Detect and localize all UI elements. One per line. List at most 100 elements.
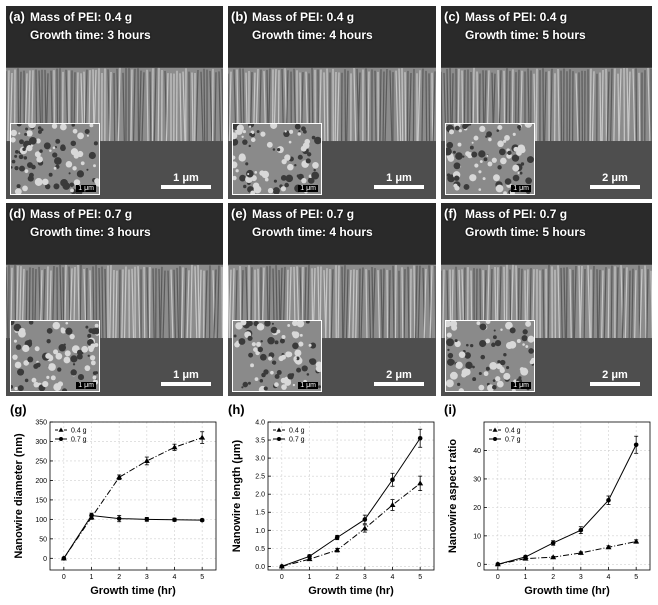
x-tick-label: 2 xyxy=(335,574,339,581)
x-tick-label: 1 xyxy=(90,574,94,581)
data-point xyxy=(117,516,122,521)
data-point xyxy=(200,518,205,523)
x-tick-label: 2 xyxy=(117,574,121,581)
growth-time-label: Growth time: 5 hours xyxy=(465,28,586,42)
scale-bar: 1 μm xyxy=(374,172,424,189)
plot-frame xyxy=(484,422,650,570)
pei-mass-label: Mass of PEI: 0.7 g xyxy=(30,207,132,221)
data-point xyxy=(89,513,94,518)
x-tick-label: 4 xyxy=(607,574,611,581)
legend-marker xyxy=(277,437,281,441)
scale-bar: 2 μm xyxy=(590,172,640,189)
y-tick-label: 0 xyxy=(43,556,47,563)
pei-mass-label: Mass of PEI: 0.4 g xyxy=(252,10,354,24)
data-point xyxy=(172,444,178,449)
panel-label: (b) xyxy=(231,9,248,24)
top-view-inset: 1 μm xyxy=(445,320,535,392)
legend-label: 0.7 g xyxy=(71,437,87,444)
legend-marker xyxy=(493,428,498,432)
pei-mass-label: Mass of PEI: 0.7 g xyxy=(252,207,354,221)
panel-label: (c) xyxy=(444,9,460,24)
legend-marker xyxy=(493,437,497,441)
legend-label: 0.4 g xyxy=(71,428,87,435)
inset-scale-bar: 1 μm xyxy=(511,185,531,192)
y-tick-label: 250 xyxy=(35,458,47,465)
legend-label: 0.7 g xyxy=(505,437,521,444)
y-tick-label: 50 xyxy=(39,536,47,543)
inset-scale-bar: 1 μm xyxy=(298,382,318,389)
y-tick-label: 4.0 xyxy=(255,420,265,427)
scale-bar-line xyxy=(161,382,211,386)
growth-time-label: Growth time: 4 hours xyxy=(252,225,373,239)
x-axis-label: Growth time (hr) xyxy=(308,585,394,597)
scale-bar-label: 1 μm xyxy=(161,172,211,184)
data-point xyxy=(551,541,556,546)
scale-bar-label: 2 μm xyxy=(590,369,640,381)
top-view-inset: 1 μm xyxy=(10,123,100,195)
data-point xyxy=(145,517,150,522)
legend-marker xyxy=(277,428,282,432)
scale-bar-line xyxy=(590,185,640,189)
data-point xyxy=(307,554,312,559)
scale-bar-label: 2 μm xyxy=(374,369,424,381)
data-point xyxy=(606,498,611,503)
data-point xyxy=(116,474,122,479)
chart-panel-label: (i) xyxy=(444,402,456,417)
y-tick-label: 1.0 xyxy=(255,528,265,535)
growth-time-label: Growth time: 3 hours xyxy=(30,225,151,239)
scale-bar: 1 μm xyxy=(161,369,211,386)
legend-label: 0.4 g xyxy=(289,428,305,435)
panel-label: (a) xyxy=(9,9,25,24)
series-line xyxy=(64,438,202,559)
y-tick-label: 20 xyxy=(473,505,481,512)
data-point xyxy=(417,480,423,485)
plot-frame xyxy=(50,422,216,570)
data-point xyxy=(363,517,368,522)
scale-bar: 2 μm xyxy=(590,369,640,386)
x-tick-label: 4 xyxy=(391,574,395,581)
data-point xyxy=(578,550,584,555)
series-line xyxy=(282,438,420,566)
data-point xyxy=(335,535,340,540)
scale-bar-label: 2 μm xyxy=(590,172,640,184)
y-tick-label: 1.5 xyxy=(255,510,265,517)
data-point xyxy=(199,435,205,440)
panel-label: (d) xyxy=(9,206,26,221)
legend-marker xyxy=(59,437,63,441)
growth-time-label: Growth time: 5 hours xyxy=(465,225,586,239)
scale-bar-line xyxy=(590,382,640,386)
pei-mass-label: Mass of PEI: 0.7 g xyxy=(465,207,567,221)
series-line xyxy=(498,542,636,565)
x-tick-label: 5 xyxy=(634,574,638,581)
series-line xyxy=(64,515,202,558)
sem-panel-e: (e) Mass of PEI: 0.7 g Growth time: 4 hour… xyxy=(228,203,436,396)
sem-panel-a: (a) Mass of PEI: 0.4 g Growth time: 3 hour… xyxy=(6,6,223,199)
data-point xyxy=(634,442,639,447)
sem-panel-d: (d) Mass of PEI: 0.7 g Growth time: 3 hour… xyxy=(6,203,223,396)
y-axis-label: Nanowire length (μm) xyxy=(231,439,243,552)
inset-scale-bar: 1 μm xyxy=(511,382,531,389)
x-tick-label: 0 xyxy=(280,574,284,581)
series-line xyxy=(498,445,636,565)
data-point xyxy=(633,539,639,544)
growth-time-label: Growth time: 3 hours xyxy=(30,28,151,42)
x-tick-label: 5 xyxy=(200,574,204,581)
legend-marker xyxy=(59,428,64,432)
scale-bar-line xyxy=(374,382,424,386)
scale-bar: 1 μm xyxy=(161,172,211,189)
y-tick-label: 0.5 xyxy=(255,546,265,553)
pei-mass-label: Mass of PEI: 0.4 g xyxy=(30,10,132,24)
inset-scale-bar: 1 μm xyxy=(76,185,96,192)
y-tick-label: 350 xyxy=(35,420,47,427)
panel-label: (e) xyxy=(231,206,247,221)
x-axis-label: Growth time (hr) xyxy=(524,585,610,597)
top-view-inset: 1 μm xyxy=(10,320,100,392)
y-tick-label: 10 xyxy=(473,533,481,540)
y-axis-label: Nanowire diameter (nm) xyxy=(13,433,25,559)
x-axis-label: Growth time (hr) xyxy=(90,585,176,597)
y-tick-label: 150 xyxy=(35,497,47,504)
top-view-inset: 1 μm xyxy=(445,123,535,195)
